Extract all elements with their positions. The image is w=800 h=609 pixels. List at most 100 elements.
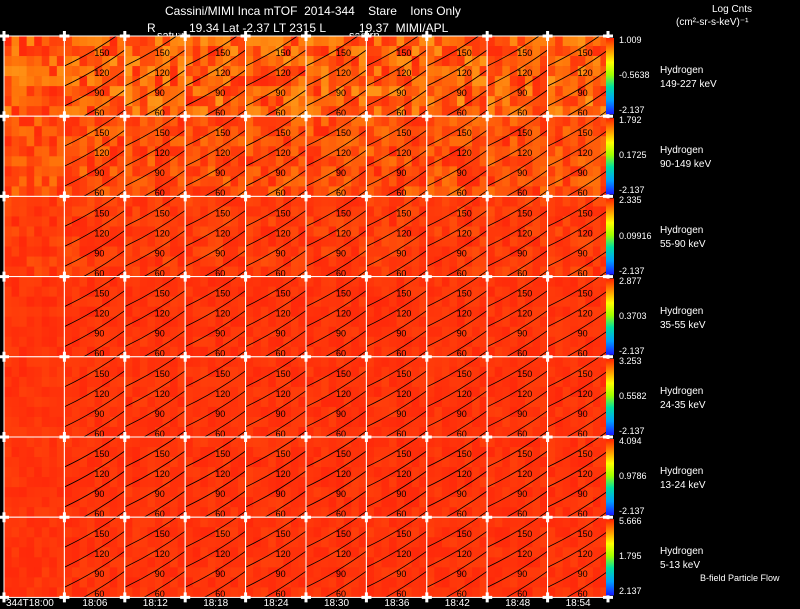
contour-label: 150 xyxy=(94,529,109,539)
pixel xyxy=(162,467,171,478)
pixel xyxy=(306,386,314,398)
pixel xyxy=(336,216,345,227)
pixel xyxy=(222,266,231,277)
pixel xyxy=(200,176,209,187)
pixel xyxy=(192,136,201,147)
contour-label: 150 xyxy=(215,208,230,218)
pixel xyxy=(230,66,239,77)
pixel xyxy=(570,156,579,167)
pixel xyxy=(411,56,420,67)
pixel xyxy=(434,286,443,297)
pixel xyxy=(600,356,609,368)
pixel xyxy=(389,146,397,157)
pixel xyxy=(162,437,171,448)
pixel xyxy=(87,156,95,167)
pixel xyxy=(260,366,269,378)
pixel xyxy=(253,146,261,157)
pixel xyxy=(34,507,43,518)
pixel xyxy=(19,146,27,157)
pixel xyxy=(185,487,194,498)
pixel xyxy=(290,557,299,568)
pixel xyxy=(132,106,141,117)
pixel xyxy=(389,206,397,217)
pixel xyxy=(306,86,314,97)
pixel xyxy=(313,106,322,117)
pixel xyxy=(449,176,458,187)
pixel xyxy=(124,176,133,187)
pixel xyxy=(524,426,533,438)
pixel xyxy=(411,537,420,548)
pixel xyxy=(404,86,412,97)
pixel xyxy=(434,467,443,478)
pixel xyxy=(132,356,141,368)
pixel xyxy=(577,396,586,408)
pixel xyxy=(321,437,329,448)
pixel xyxy=(109,186,118,197)
pixel xyxy=(290,306,299,318)
pixel xyxy=(321,156,329,167)
pixel xyxy=(147,96,156,107)
pixel xyxy=(102,266,110,277)
contour-line xyxy=(366,350,428,388)
pixel xyxy=(592,507,601,518)
pixel xyxy=(328,457,337,468)
pixel xyxy=(245,316,254,328)
pixel xyxy=(313,166,322,177)
pixel xyxy=(487,156,496,167)
pixel xyxy=(524,176,533,187)
pixel xyxy=(87,537,95,548)
pixel xyxy=(441,507,450,518)
pixel xyxy=(585,356,594,368)
pixel xyxy=(87,437,95,448)
pixel xyxy=(313,497,322,508)
pixel xyxy=(19,206,27,217)
pixel xyxy=(487,56,496,67)
pixel xyxy=(162,537,171,548)
pixel xyxy=(313,96,322,107)
pixel xyxy=(298,36,307,47)
pixel xyxy=(207,517,216,528)
pixel xyxy=(94,426,103,438)
pixel xyxy=(26,86,35,97)
pixel xyxy=(381,366,390,378)
pixel xyxy=(132,336,141,348)
pixel xyxy=(207,46,216,57)
pixel xyxy=(260,66,269,77)
pixel xyxy=(139,517,148,528)
pixel xyxy=(366,116,375,127)
pixel xyxy=(124,557,133,568)
contour-line xyxy=(487,129,548,167)
pixel xyxy=(547,437,556,448)
pixel xyxy=(472,116,480,127)
pixel xyxy=(139,276,148,287)
pixel xyxy=(222,497,231,508)
pixel xyxy=(306,206,314,217)
pixel xyxy=(200,507,209,518)
pixel xyxy=(253,426,261,438)
pixel xyxy=(109,56,118,67)
pixel xyxy=(124,76,133,87)
pixel xyxy=(502,276,511,287)
pixel xyxy=(268,467,277,478)
pixel xyxy=(132,557,141,568)
pixel xyxy=(313,156,322,167)
pixel xyxy=(147,156,156,167)
pixel xyxy=(358,437,367,448)
pixel xyxy=(4,116,12,127)
pixel xyxy=(41,437,50,448)
contour-label: 90 xyxy=(578,88,588,98)
pixel xyxy=(109,386,118,398)
pixel xyxy=(547,256,556,267)
pixel xyxy=(4,46,12,57)
pixel xyxy=(268,106,277,117)
pixel xyxy=(87,136,95,147)
pixel xyxy=(306,196,314,207)
pixel xyxy=(570,276,579,287)
pixel xyxy=(275,126,284,137)
pixel xyxy=(41,316,50,328)
pixel xyxy=(192,577,201,588)
pixel xyxy=(71,36,80,47)
pixel xyxy=(162,246,171,257)
pixel xyxy=(570,176,579,187)
